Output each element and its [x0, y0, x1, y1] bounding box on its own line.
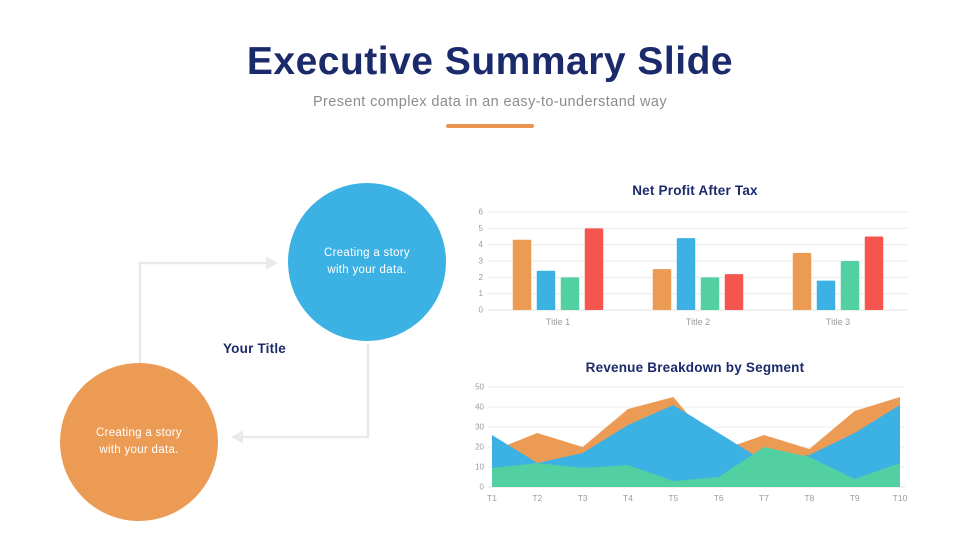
svg-text:40: 40 [475, 403, 484, 412]
svg-text:T2: T2 [532, 493, 542, 503]
svg-text:T7: T7 [759, 493, 769, 503]
circle-text-line1: Creating a story [324, 247, 410, 260]
svg-text:30: 30 [475, 423, 484, 432]
svg-text:Title 1: Title 1 [546, 317, 570, 327]
circle-text: Creating a story with your data. [324, 245, 410, 278]
circle-text: Creating a story with your data. [96, 425, 182, 458]
svg-text:T10: T10 [893, 493, 908, 503]
circle-text-line2: with your data. [99, 444, 179, 456]
svg-text:1: 1 [479, 289, 484, 298]
diagram-title: Your Title [222, 341, 286, 356]
svg-text:Title 2: Title 2 [686, 317, 710, 327]
svg-text:T6: T6 [714, 493, 724, 503]
area-chart: 0 10 20 30 40 50 T1 T2 T3 T4 T5 T6 T7 T8 T9 T10 [475, 383, 908, 504]
area-chart-title: Revenue Breakdown by Segment [585, 360, 805, 375]
bar-chart-title: Net Profit After Tax [632, 183, 758, 198]
svg-text:T5: T5 [668, 493, 678, 503]
page-subtitle: Present complex data in an easy-to-under… [312, 94, 668, 110]
story-circle-orange: Creating a story with your data. [60, 363, 218, 521]
accent-divider [446, 124, 534, 128]
area-chart-block: Revenue Breakdown by Segment 0 10 20 30 40 50… [470, 360, 920, 511]
header: Executive Summary Slide Present complex … [0, 40, 980, 128]
svg-text:2: 2 [479, 273, 484, 282]
svg-text:3: 3 [479, 257, 484, 266]
svg-text:4: 4 [479, 240, 484, 249]
svg-text:0: 0 [479, 306, 484, 315]
svg-text:T4: T4 [623, 493, 633, 503]
arrow-left-head-icon [231, 430, 243, 444]
page-title: Executive Summary Slide [246, 40, 734, 83]
svg-text:0: 0 [480, 483, 485, 492]
arrow-down-left [242, 344, 370, 439]
svg-text:10: 10 [475, 463, 484, 472]
circle-text-line2: with your data. [327, 264, 407, 276]
svg-text:6: 6 [479, 208, 484, 217]
svg-text:5: 5 [479, 224, 484, 233]
circle-text-line1: Creating a story [96, 427, 182, 440]
bar-chart-block: Net Profit After Tax 0 1 2 3 4 5 6 Title 1 Title… [470, 183, 920, 330]
arrow-right-head-icon [266, 256, 278, 270]
svg-text:20: 20 [475, 443, 484, 452]
svg-text:T3: T3 [578, 493, 588, 503]
svg-text:50: 50 [475, 383, 484, 392]
svg-text:T1: T1 [487, 493, 497, 503]
bar-chart: 0 1 2 3 4 5 6 Title 1 Title 2 Title 3 [479, 208, 908, 327]
svg-text:Title 3: Title 3 [826, 317, 850, 327]
svg-text:T8: T8 [804, 493, 814, 503]
svg-text:T9: T9 [850, 493, 860, 503]
story-circle-blue: Creating a story with your data. [288, 183, 446, 341]
